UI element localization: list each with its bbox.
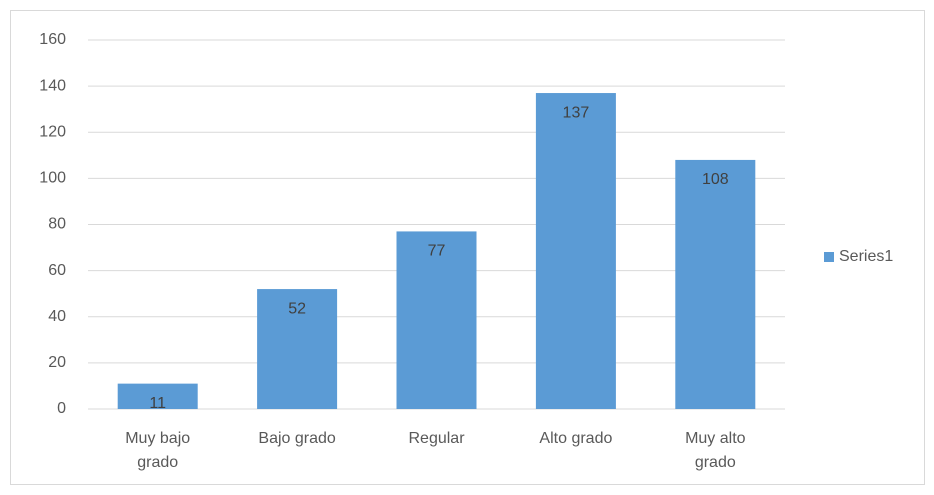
bar bbox=[396, 231, 477, 409]
data-label: 77 bbox=[428, 243, 446, 260]
y-tick-label: 40 bbox=[48, 308, 66, 325]
x-tick-label: Alto grado bbox=[539, 430, 613, 447]
bar bbox=[257, 289, 338, 409]
bar bbox=[675, 159, 756, 409]
bar bbox=[117, 383, 198, 409]
y-tick-label: 0 bbox=[57, 400, 66, 417]
y-tick-label: 80 bbox=[48, 216, 66, 233]
legend-swatch bbox=[824, 252, 834, 262]
x-tick-label: Muy alto grado bbox=[685, 430, 746, 471]
y-tick-label: 140 bbox=[39, 77, 66, 94]
data-label: 108 bbox=[702, 171, 729, 188]
y-tick-label: 100 bbox=[39, 170, 66, 187]
x-tick-label: Regular bbox=[408, 430, 465, 447]
y-tick-label: 20 bbox=[48, 354, 66, 371]
x-tick-label: Muy bajo grado bbox=[125, 430, 191, 471]
y-tick-label: 160 bbox=[39, 31, 66, 48]
bar bbox=[535, 93, 616, 409]
data-label: 137 bbox=[563, 104, 590, 121]
data-label: 52 bbox=[288, 300, 306, 317]
y-tick-label: 60 bbox=[48, 262, 66, 279]
legend-label: Series1 bbox=[839, 248, 893, 265]
x-tick-label: Bajo grado bbox=[258, 430, 336, 447]
data-label: 11 bbox=[149, 395, 166, 412]
y-tick-label: 120 bbox=[39, 123, 66, 140]
